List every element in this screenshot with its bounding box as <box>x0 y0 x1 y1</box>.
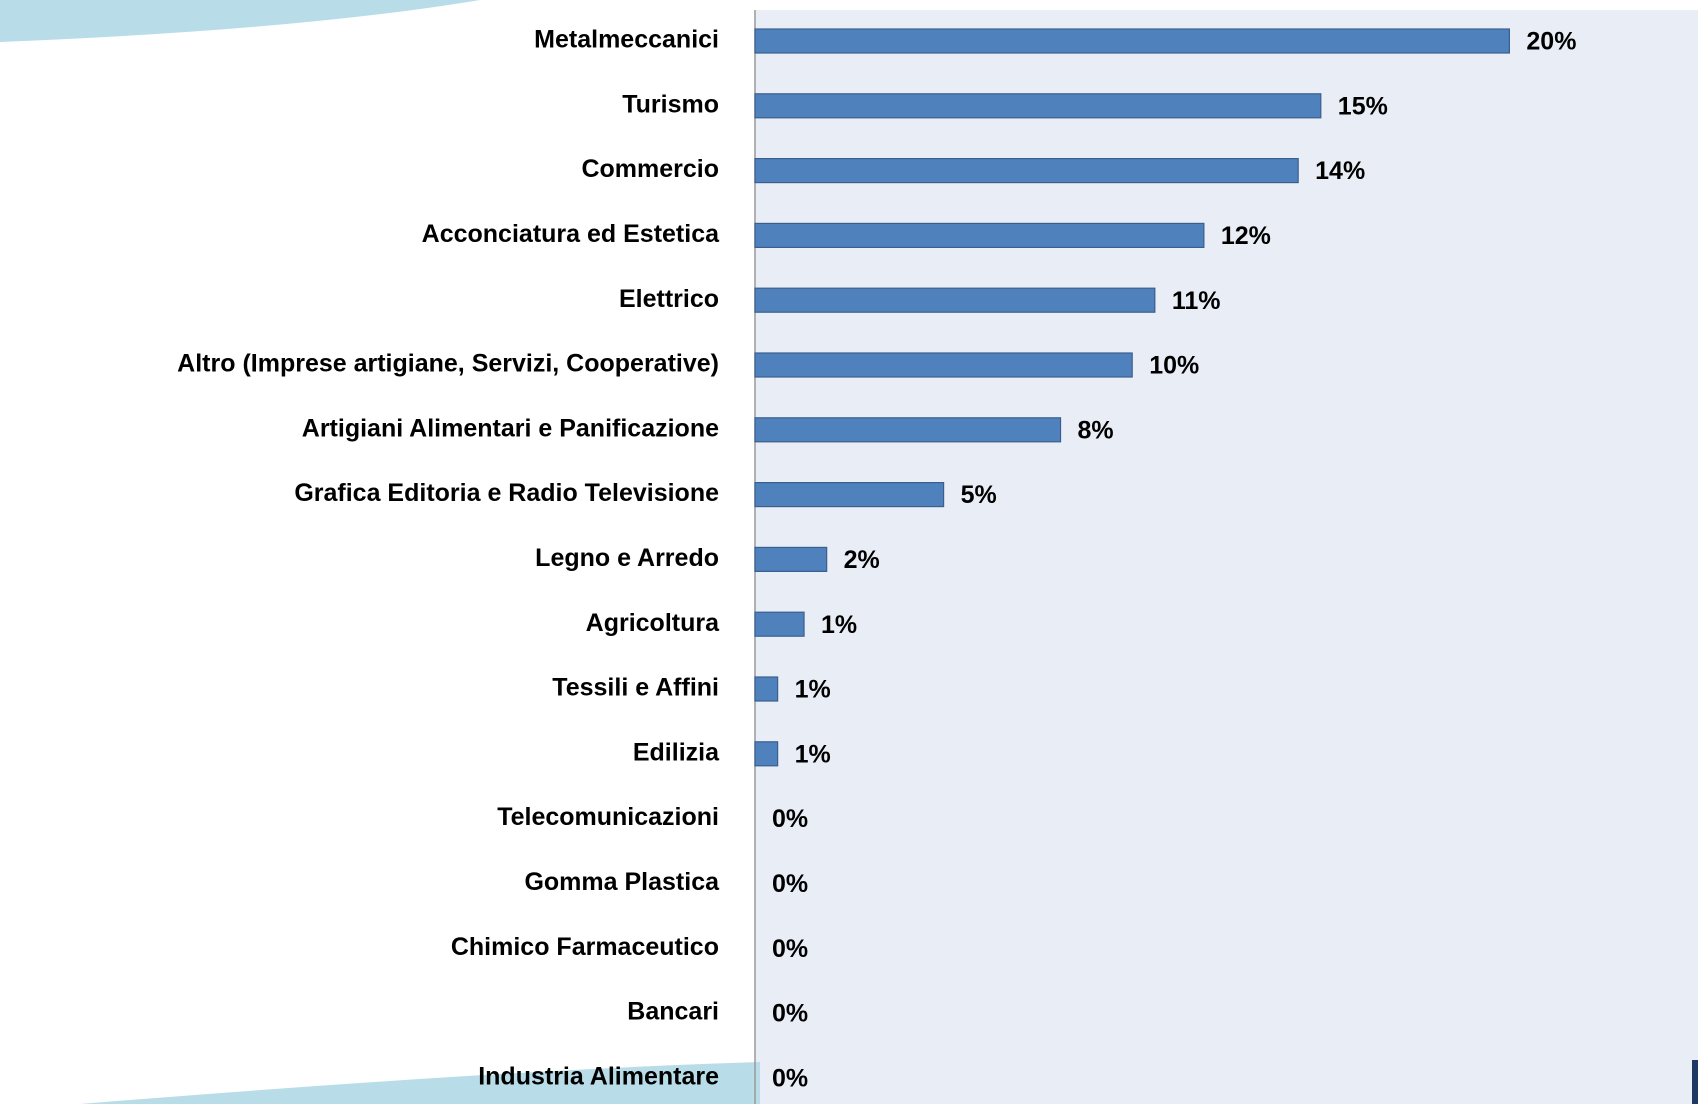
category-label: Tessili e Affini <box>552 674 719 702</box>
data-label: 0% <box>772 870 808 898</box>
category-label: Industria Alimentare <box>478 1062 719 1090</box>
data-label: 11% <box>1172 287 1221 315</box>
decor-swoosh <box>80 1062 760 1104</box>
category-label: Gomma Plastica <box>524 868 720 896</box>
category-label: Agricoltura <box>586 609 720 637</box>
bar <box>754 546 828 573</box>
data-label: 8% <box>1078 416 1114 444</box>
category-label: Legno e Arredo <box>535 544 719 572</box>
data-label: 14% <box>1315 157 1365 185</box>
data-label: 0% <box>772 1000 808 1028</box>
category-label: Telecomunicazioni <box>497 803 719 831</box>
bar <box>754 482 945 508</box>
category-label: Commercio <box>581 155 719 183</box>
bar <box>754 611 805 637</box>
data-label: 0% <box>772 805 808 833</box>
bar <box>754 417 1062 443</box>
bar <box>754 93 1322 119</box>
plot-area <box>755 10 1698 1104</box>
bar <box>754 158 1299 184</box>
data-label: 15% <box>1338 92 1388 120</box>
data-label: 1% <box>795 740 831 768</box>
category-label: Grafica Editoria e Radio Televisione <box>294 479 719 507</box>
bar <box>754 222 1205 248</box>
data-label: 10% <box>1149 352 1199 380</box>
bar <box>754 676 779 702</box>
category-label: Turismo <box>622 90 719 118</box>
category-label: Edilizia <box>633 738 720 766</box>
data-label: 0% <box>772 1064 808 1092</box>
data-label: 0% <box>772 935 808 963</box>
data-label: 20% <box>1526 28 1576 56</box>
data-label: 1% <box>795 676 831 704</box>
decor-swoosh <box>0 0 480 42</box>
bars: Metalmeccanici 20% Turismo 15% Commercio 14% A… <box>177 26 1576 1093</box>
bar <box>754 287 1156 313</box>
data-label: 5% <box>961 481 997 509</box>
data-label: 2% <box>844 546 880 574</box>
category-label: Chimico Farmaceutico <box>451 933 719 961</box>
category-label: Acconciatura ed Estetica <box>422 220 720 248</box>
decor-block <box>1692 1060 1698 1104</box>
data-label: 12% <box>1221 222 1271 250</box>
category-label: Bancari <box>627 998 719 1026</box>
bar <box>754 352 1133 378</box>
category-label: Elettrico <box>619 285 719 313</box>
category-label: Metalmeccanici <box>534 26 719 54</box>
category-label: Altro (Imprese artigiane, Servizi, Coope… <box>177 350 719 378</box>
bar <box>754 28 1511 54</box>
category-label: Artigiani Alimentari e Panificazione <box>302 414 719 442</box>
bar <box>754 741 779 767</box>
data-label: 1% <box>821 611 857 639</box>
